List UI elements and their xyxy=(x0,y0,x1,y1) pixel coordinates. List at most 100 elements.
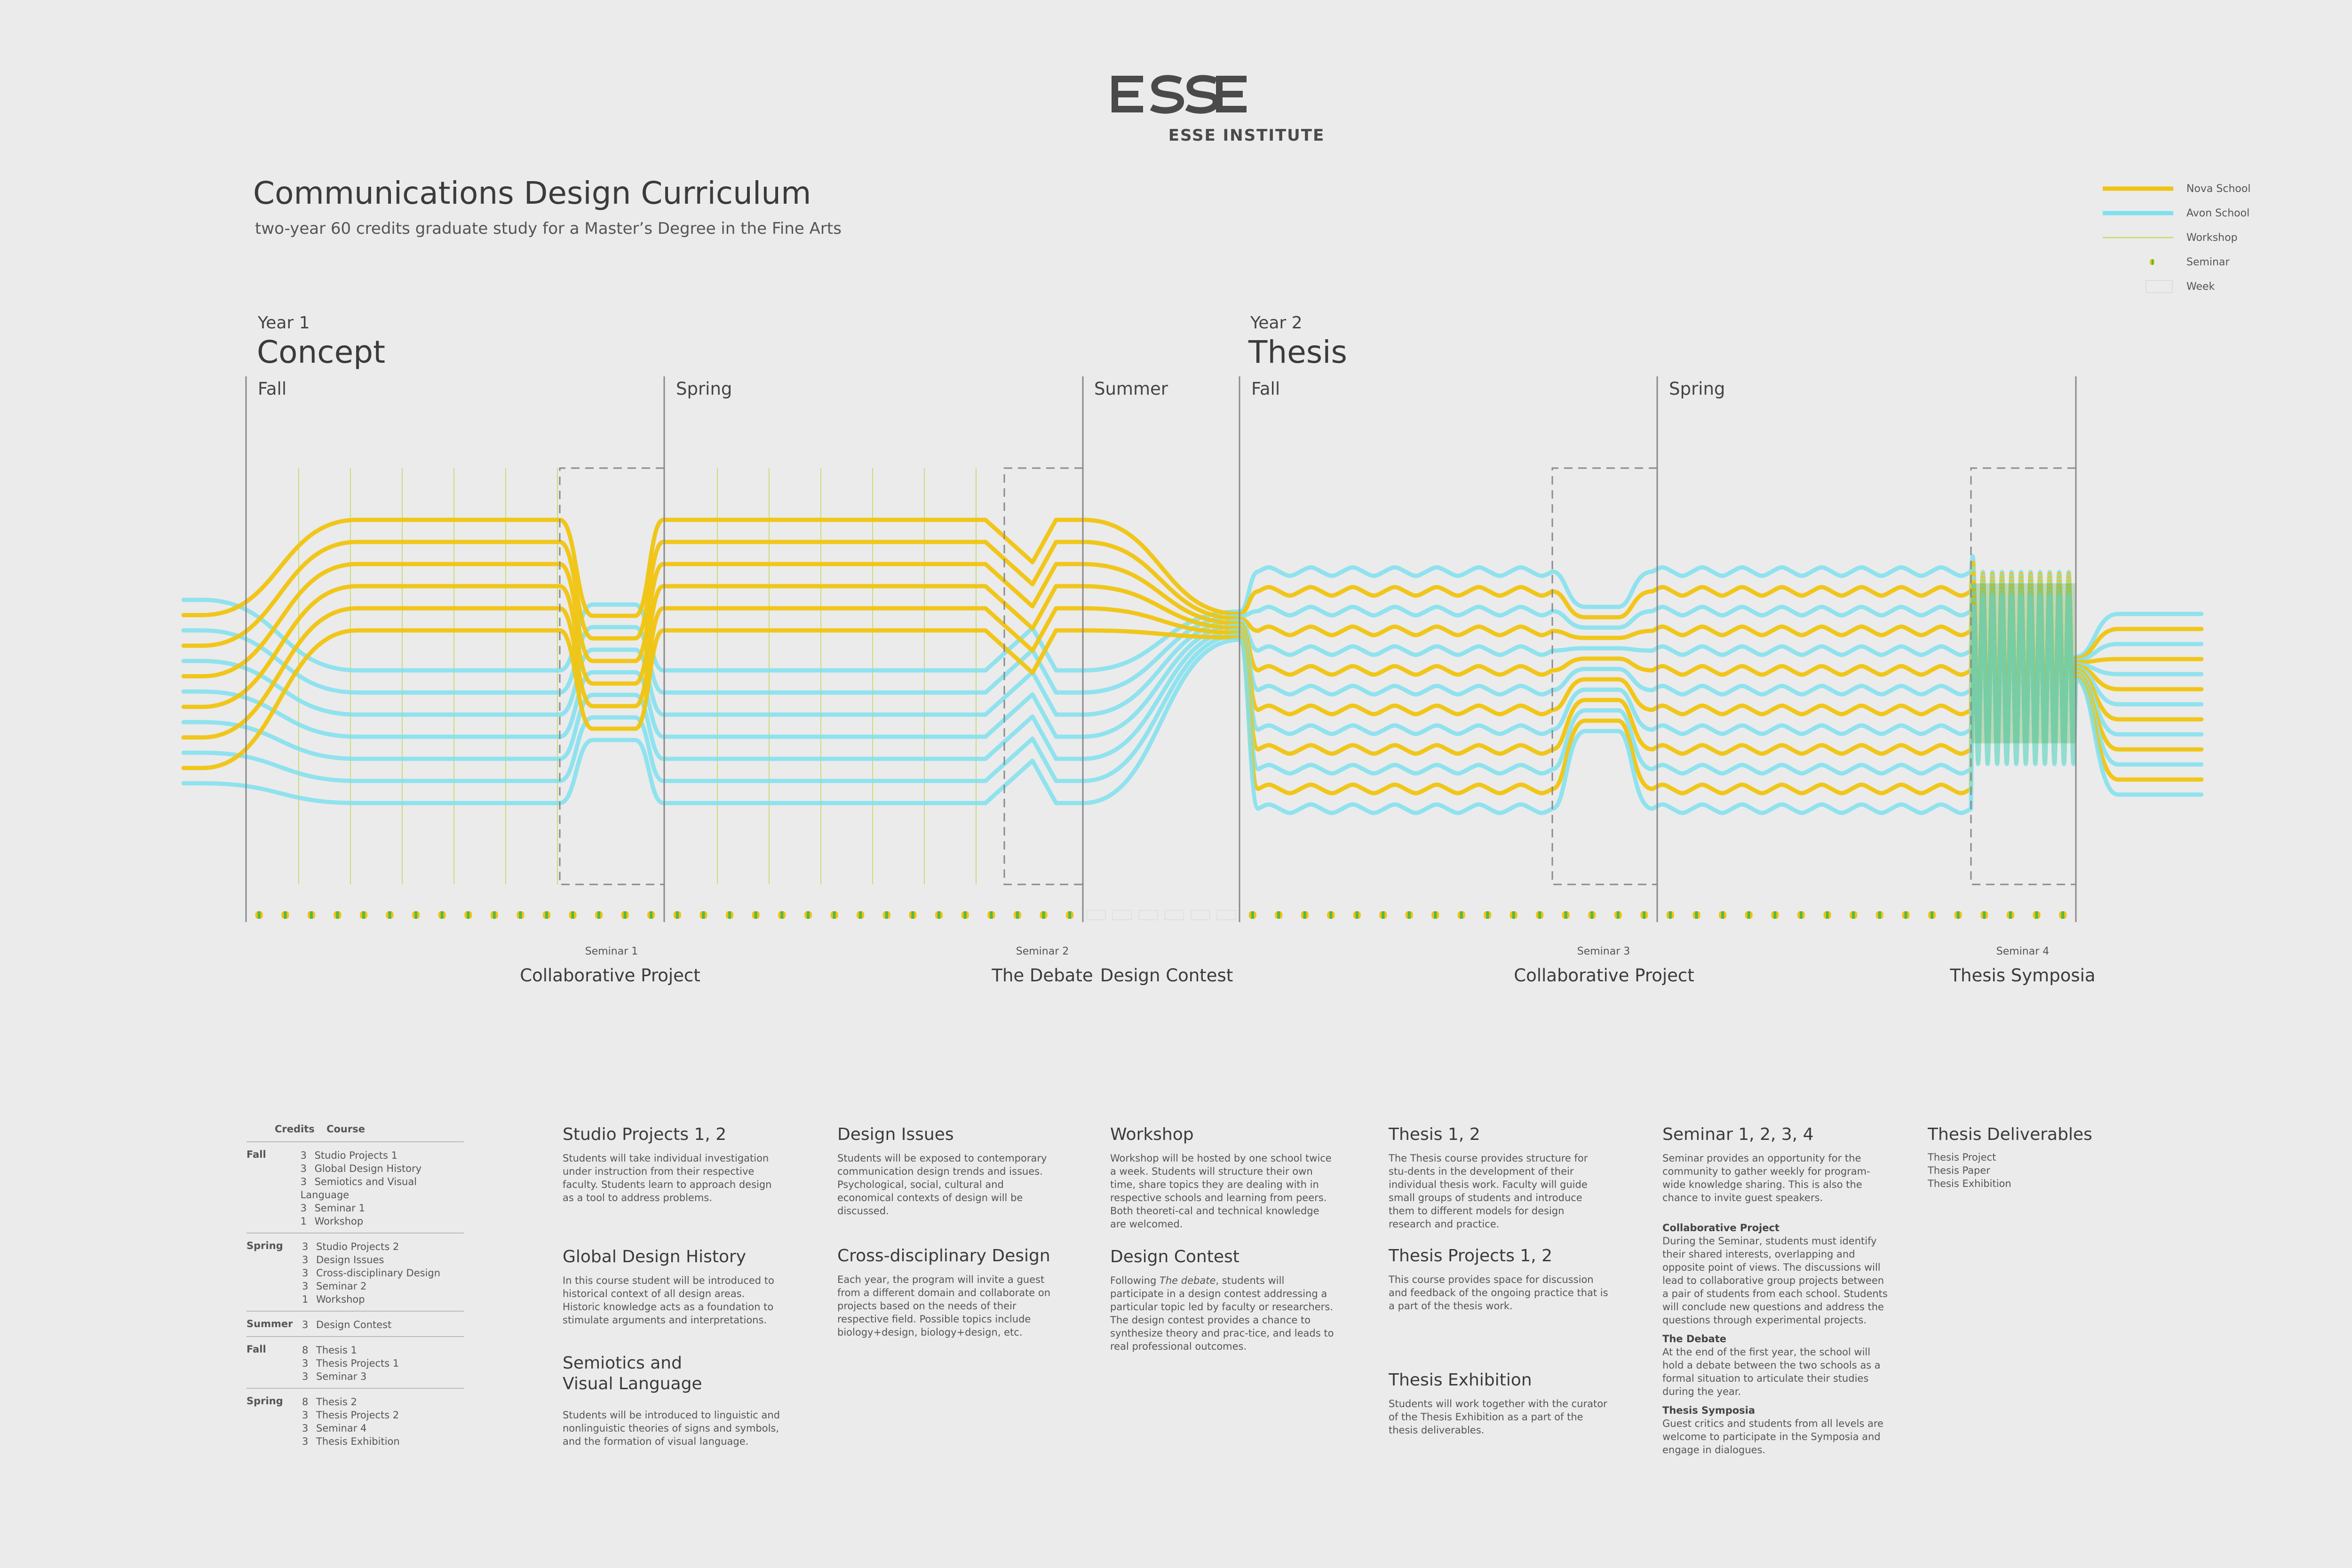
year-2-name: Thesis xyxy=(1248,334,1347,370)
credit-value: 3 xyxy=(302,1371,309,1382)
desc-title: Studio Projects 1, 2 xyxy=(563,1125,727,1144)
credit-value: 1 xyxy=(300,1216,307,1227)
credit-value: 3 xyxy=(302,1409,309,1421)
course-name: Semiotics and Visual Language xyxy=(300,1176,417,1201)
week-box xyxy=(1164,910,1184,920)
week-box xyxy=(1086,910,1106,920)
course-name: Workshop xyxy=(314,1216,364,1227)
course-name: Thesis 2 xyxy=(316,1396,357,1408)
table-row: 3 Design Issues xyxy=(302,1253,440,1266)
week-dot-center xyxy=(571,911,574,919)
credits-term: Spring xyxy=(246,1240,283,1251)
table-row: 8 Thesis 1 xyxy=(302,1344,399,1357)
week-dot-center xyxy=(1669,911,1672,919)
desc-design-issues: Design Issues Students will be exposed t… xyxy=(837,1124,1058,1218)
table-row: 3 Seminar 4 xyxy=(302,1422,400,1435)
credit-value: 3 xyxy=(300,1176,307,1187)
legend-item-avon: Avon School xyxy=(2103,201,2319,225)
event-name: The Debate xyxy=(992,965,1093,986)
table-row: 3 Semiotics and Visual Language xyxy=(301,1175,464,1202)
week-dot-center xyxy=(650,911,653,919)
week-dot-center xyxy=(310,911,313,919)
list-item: Thesis Exhibition xyxy=(1928,1178,2011,1189)
desc-title: Global Design History xyxy=(563,1247,747,1266)
week-dot-center xyxy=(1983,911,1986,919)
credit-value: 3 xyxy=(300,1150,307,1161)
desc-body: Students will work together with the cur… xyxy=(1389,1398,1607,1436)
credits-rows: 8 Thesis 1 3 Thesis Projects 1 3 Seminar 3 xyxy=(302,1344,399,1383)
table-row: 3 Cross-disciplinary Design xyxy=(302,1266,440,1280)
desc-subtitle: Thesis Symposia xyxy=(1662,1405,1756,1416)
legend-label: Week xyxy=(2186,280,2215,293)
week-dot-center xyxy=(257,911,261,919)
workshop-line-icon xyxy=(2103,237,2173,239)
desc-cross-disciplinary: Cross-disciplinary Design Each year, the… xyxy=(837,1246,1058,1339)
table-row: 8 Thesis 2 xyxy=(302,1395,400,1409)
week-dot-center xyxy=(1068,911,1072,919)
desc-body: At the end of the first year, the school… xyxy=(1662,1346,1881,1397)
credits-group: Summer 3 Design Contest xyxy=(246,1311,464,1331)
term-label: Summer xyxy=(1094,379,1168,399)
term-label: Spring xyxy=(1669,379,1725,399)
week-dot-center xyxy=(806,911,810,919)
table-row: 3 Design Contest xyxy=(302,1318,391,1331)
week-dot-center xyxy=(440,911,444,919)
course-name: Cross-disciplinary Design xyxy=(316,1267,441,1279)
week-dot-center xyxy=(414,911,418,919)
week-dot-center xyxy=(1878,911,1881,919)
desc-body-emphasis: The debate xyxy=(1160,1275,1216,1286)
legend-label: Workshop xyxy=(2186,231,2238,244)
desc-title: Semiotics and Visual Language xyxy=(563,1353,702,1393)
week-dot-center xyxy=(362,911,366,919)
desc-title: Thesis Deliverables xyxy=(1928,1125,2092,1144)
week-dot-center xyxy=(1277,911,1280,919)
credit-value: 3 xyxy=(302,1436,309,1447)
desc-body-text: , students will participate in a design … xyxy=(1110,1275,1334,1352)
week-dot-center xyxy=(519,911,522,919)
credits-group: Fall 8 Thesis 1 3 Thesis Projects 1 3 Seminar … xyxy=(246,1336,464,1383)
credit-value: 8 xyxy=(302,1396,309,1408)
week-dot-center xyxy=(1042,911,1045,919)
legend-item-seminar: Seminar xyxy=(2103,250,2319,274)
week-box xyxy=(1138,910,1158,920)
table-row: 3 Thesis Projects 1 xyxy=(302,1357,399,1370)
week-dot-center xyxy=(1931,911,1934,919)
legend-label: Seminar xyxy=(2186,256,2230,268)
desc-global-design-history: Global Design History In this course stu… xyxy=(563,1247,784,1327)
credits-term: Fall xyxy=(246,1344,266,1355)
legend-label: Avon School xyxy=(2186,207,2250,219)
week-box-icon xyxy=(2145,280,2173,293)
desc-seminar: Seminar 1, 2, 3, 4 Seminar provides an o… xyxy=(1662,1124,1888,1457)
week-dot-center xyxy=(2009,911,2012,919)
week-dot-center xyxy=(388,911,391,919)
week-dot-center xyxy=(1695,911,1698,919)
legend-label: Nova School xyxy=(2186,183,2251,195)
week-dot-center xyxy=(780,911,784,919)
legend-item-workshop: Workshop xyxy=(2103,225,2319,250)
week-dot-center xyxy=(938,911,941,919)
week-dot-center xyxy=(1721,911,1724,919)
desc-semiotics: Semiotics and Visual Language Students w… xyxy=(563,1353,784,1448)
logo-text: ESSE INSTITUTE xyxy=(1168,126,1325,145)
list-item: Thesis Project xyxy=(1928,1152,1996,1163)
term-label: Fall xyxy=(258,379,287,399)
credit-value: 3 xyxy=(302,1267,309,1279)
week-dot-center xyxy=(1852,911,1855,919)
desc-body: This course provides space for discussio… xyxy=(1389,1274,1608,1312)
week-dot-center xyxy=(1355,911,1359,919)
course-name: Seminar 3 xyxy=(316,1371,367,1382)
week-dot-center xyxy=(1643,911,1646,919)
desc-workshop: Workshop Workshop will be hosted by one … xyxy=(1110,1124,1336,1231)
desc-title: Workshop xyxy=(1110,1125,1194,1144)
desc-body: Workshop will be hosted by one school tw… xyxy=(1110,1153,1332,1230)
esse-logo-icon xyxy=(1112,75,1247,114)
desc-body: Students will be exposed to contemporary… xyxy=(837,1153,1047,1217)
course-name: Design Contest xyxy=(316,1319,392,1330)
credit-value: 3 xyxy=(302,1241,309,1252)
week-dot-center xyxy=(1564,911,1567,919)
seminar-box xyxy=(1003,467,1083,885)
table-row: 3 Seminar 1 xyxy=(301,1202,464,1215)
event-seminar-label: Seminar 2 xyxy=(1016,946,1069,957)
desc-title: Design Contest xyxy=(1110,1247,1240,1266)
legend-item-week: Week xyxy=(2103,274,2319,299)
